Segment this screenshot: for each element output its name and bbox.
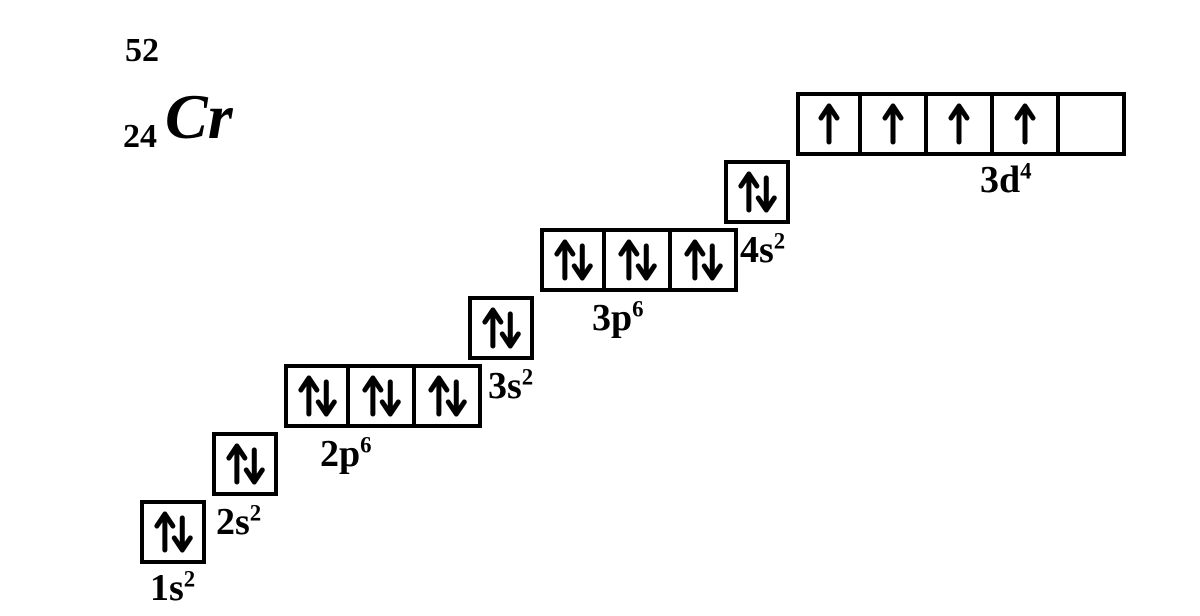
orbital-label-4s: 4s2 xyxy=(740,228,785,272)
orbital-box xyxy=(468,296,534,360)
orbital-box xyxy=(540,228,606,292)
element-atomic-number: 24 xyxy=(123,118,157,156)
orbital-label-1s: 1s2 xyxy=(150,566,195,610)
orbital-box xyxy=(140,500,206,564)
orbital-2p xyxy=(284,364,482,428)
orbital-4s xyxy=(724,160,790,224)
orbital-box xyxy=(212,432,278,496)
orbital-box xyxy=(416,364,482,428)
orbital-label-2p: 2p6 xyxy=(320,432,372,476)
element-mass-number: 52 xyxy=(125,32,159,70)
orbital-box xyxy=(350,364,416,428)
orbital-box xyxy=(928,92,994,156)
orbital-3p xyxy=(540,228,738,292)
orbital-label-3d: 3d4 xyxy=(980,158,1032,202)
orbital-box xyxy=(862,92,928,156)
orbital-label-2s: 2s2 xyxy=(216,500,261,544)
orbital-2s xyxy=(212,432,278,496)
orbital-1s xyxy=(140,500,206,564)
orbital-box xyxy=(724,160,790,224)
orbital-label-3p: 3p6 xyxy=(592,296,644,340)
orbital-box xyxy=(606,228,672,292)
orbital-box xyxy=(796,92,862,156)
orbital-label-3s: 3s2 xyxy=(488,364,533,408)
orbital-3s xyxy=(468,296,534,360)
orbital-box xyxy=(672,228,738,292)
orbital-3d xyxy=(796,92,1126,156)
element-symbol: Cr xyxy=(165,81,233,152)
orbital-box xyxy=(284,364,350,428)
element-isotope: 52 24 Cr xyxy=(165,80,233,154)
orbital-box xyxy=(1060,92,1126,156)
orbital-box xyxy=(994,92,1060,156)
